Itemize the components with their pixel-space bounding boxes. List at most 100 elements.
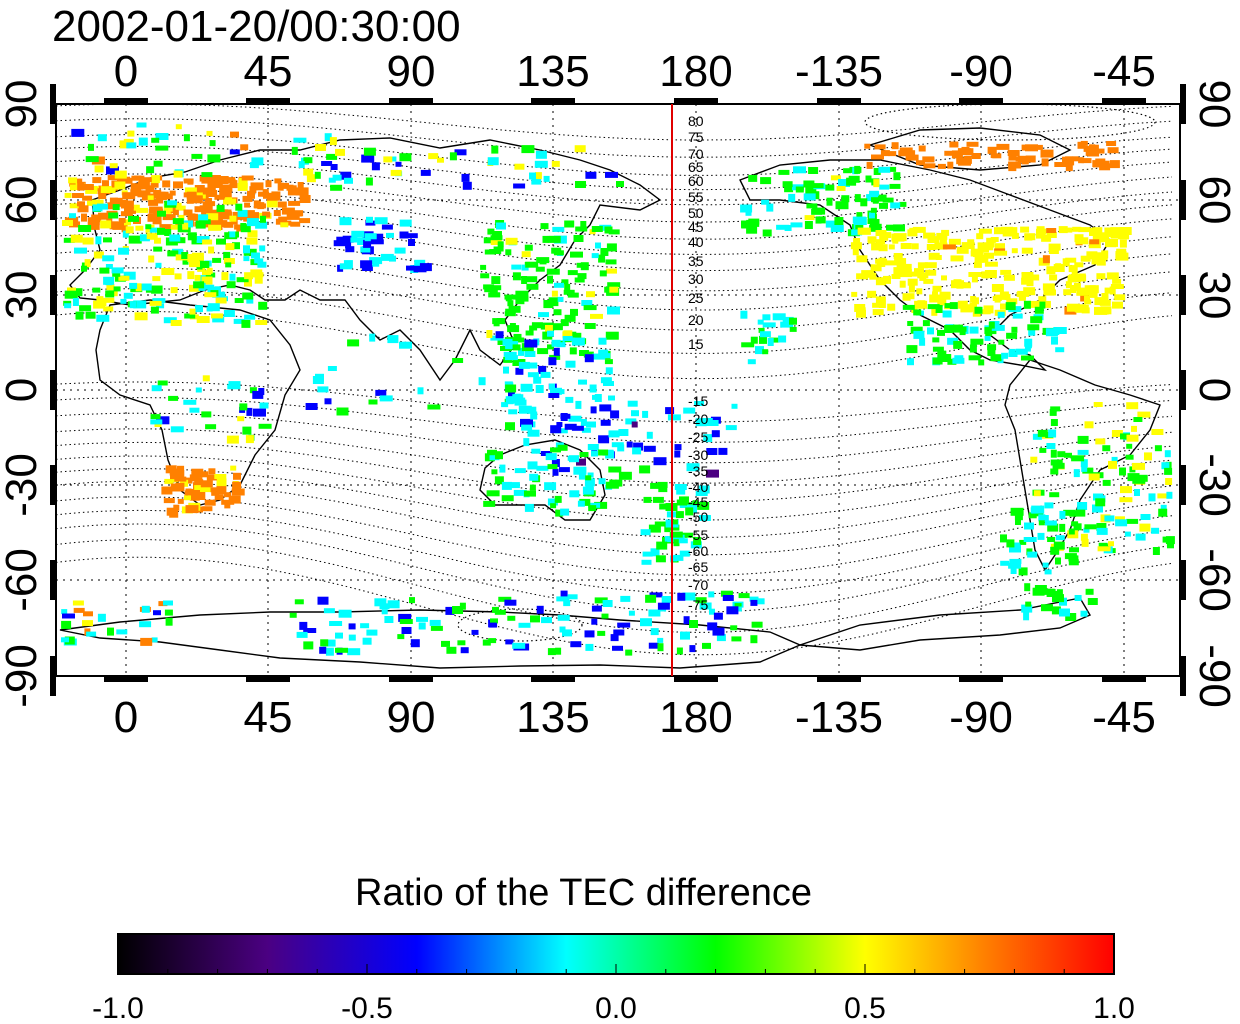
tec-data-cell <box>239 403 248 411</box>
tec-data-cell <box>236 277 249 283</box>
tec-data-cell <box>243 245 250 254</box>
tec-data-cell <box>616 181 624 187</box>
tec-data-cell <box>996 143 1010 150</box>
lon-tick-bottom: -90 <box>949 693 1013 742</box>
tec-data-cell <box>985 331 993 336</box>
tec-data-cell <box>93 186 99 192</box>
tec-data-cell <box>854 194 861 203</box>
tec-data-cell <box>676 534 685 541</box>
tec-data-cell <box>452 606 463 614</box>
tec-data-cell <box>303 628 317 633</box>
tec-data-cell <box>551 290 558 297</box>
tec-data-cell <box>149 206 159 214</box>
tec-data-cell <box>1063 289 1072 296</box>
tec-data-cell <box>170 320 182 326</box>
tec-data-cell <box>648 524 661 533</box>
tec-data-cell <box>575 181 586 188</box>
tec-data-cell <box>1014 514 1023 521</box>
tec-data-cell <box>925 269 937 276</box>
tec-data-cell <box>401 627 412 634</box>
tec-data-cell <box>151 137 160 143</box>
tick-mark <box>50 465 56 505</box>
tec-data-cell <box>379 603 390 610</box>
tec-data-cell <box>605 367 613 375</box>
tec-data-cell <box>535 385 544 393</box>
tec-data-cell <box>918 145 926 152</box>
tec-data-cell <box>1126 402 1139 410</box>
tec-data-cell <box>497 241 504 248</box>
tec-data-cell <box>602 600 613 607</box>
tec-data-cell <box>166 507 177 516</box>
tec-data-cell <box>591 253 599 259</box>
tec-data-cell <box>966 141 979 147</box>
tec-data-cell <box>978 359 985 366</box>
tec-data-cell <box>184 490 194 496</box>
tec-data-cell <box>570 251 583 258</box>
tec-data-cell <box>336 407 349 416</box>
tec-data-cell <box>69 213 76 219</box>
tec-data-cell <box>830 225 844 232</box>
tec-data-cell <box>167 250 179 257</box>
tec-data-cell <box>583 305 597 311</box>
tec-data-cell <box>201 411 212 418</box>
tec-data-cell <box>1082 467 1094 474</box>
tec-data-cell <box>148 255 155 263</box>
magnetic-latitude-label: -55 <box>688 527 708 543</box>
tec-data-cell <box>155 133 169 140</box>
tec-data-cell <box>97 613 106 622</box>
tec-data-cell <box>1065 257 1077 263</box>
tec-data-cell <box>163 600 173 606</box>
tec-data-cell <box>740 310 748 319</box>
tec-data-cell <box>170 474 177 480</box>
tec-data-cell <box>360 623 370 629</box>
magnetic-latitude-contour <box>56 381 1173 423</box>
tec-data-cell <box>561 279 569 285</box>
tec-data-cell <box>1054 327 1067 334</box>
tec-data-cell <box>757 319 764 325</box>
tec-data-cell <box>253 200 261 209</box>
tec-data-cell <box>650 628 659 636</box>
tec-data-cell <box>899 269 912 278</box>
tec-data-cell <box>214 214 223 222</box>
tec-data-cell <box>578 379 587 385</box>
tec-data-cell <box>755 598 765 605</box>
tec-data-cell <box>884 260 898 266</box>
tec-data-cell <box>233 318 245 324</box>
tec-data-cell <box>72 193 84 198</box>
tec-data-cell <box>948 238 961 245</box>
tec-data-cell <box>417 387 424 395</box>
tec-data-cell <box>657 637 664 643</box>
tec-data-cell <box>1038 296 1047 304</box>
tec-data-cell <box>63 237 75 243</box>
tec-data-cell <box>937 299 947 306</box>
tec-data-cell <box>698 485 710 494</box>
tec-data-cell <box>524 244 533 251</box>
tec-data-cell <box>157 380 168 386</box>
tec-data-cell <box>1048 429 1057 438</box>
tec-data-cell <box>751 621 763 628</box>
tec-data-cell <box>1055 557 1061 565</box>
tec-data-cell <box>374 598 387 607</box>
tec-data-cell <box>245 435 254 444</box>
tec-data-cell <box>140 637 153 646</box>
tec-data-cell <box>531 322 543 329</box>
tec-data-cell <box>575 226 588 232</box>
tick-mark <box>104 676 148 682</box>
tec-data-cell <box>82 195 93 201</box>
tec-data-cell <box>1037 532 1045 540</box>
tec-data-cell <box>553 347 560 356</box>
tec-data-cell <box>978 228 992 234</box>
tec-data-cell <box>175 202 182 210</box>
tec-data-cell <box>994 227 1005 235</box>
tec-data-cell <box>408 239 415 246</box>
tec-data-cell <box>560 590 568 597</box>
tec-data-cell <box>208 468 216 475</box>
tec-data-cell <box>1080 459 1088 468</box>
tec-data-cell <box>204 499 216 506</box>
tec-data-cell <box>1120 433 1130 440</box>
tec-data-cell <box>825 220 837 228</box>
tec-data-cell <box>726 606 739 615</box>
tec-data-cell <box>711 430 720 438</box>
tec-data-cell <box>221 499 235 505</box>
tec-data-cell <box>78 225 92 232</box>
